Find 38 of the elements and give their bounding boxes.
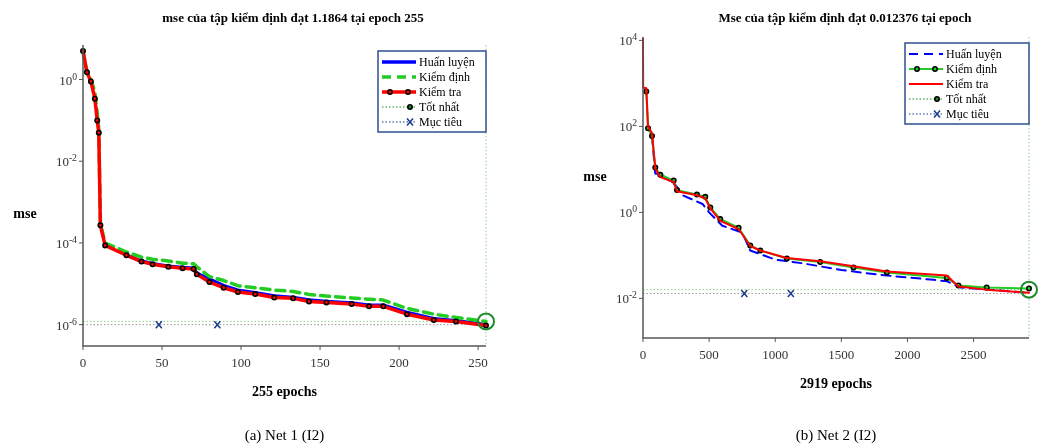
legend-label: Tốt nhất bbox=[946, 92, 987, 106]
x-tick-label: 150 bbox=[310, 355, 330, 370]
x-tick-label: 50 bbox=[155, 355, 169, 370]
y-axis-title: mse bbox=[13, 206, 37, 221]
x-tick-label: 250 bbox=[468, 355, 488, 370]
y-tick-label: 10$^{0}$ bbox=[619, 202, 638, 221]
legend-label: Tốt nhất bbox=[419, 100, 460, 114]
legend-label: Kiểm định bbox=[946, 62, 997, 76]
x-tick-label: 1500 bbox=[828, 347, 855, 362]
legend-label: Kiểm tra bbox=[946, 77, 989, 91]
x-tick-label: 2000 bbox=[894, 347, 921, 362]
x-tick-label: 2500 bbox=[960, 347, 987, 362]
x-axis-title: 255 epochs bbox=[252, 384, 318, 399]
x-tick-label: 200 bbox=[389, 355, 409, 370]
text: (a) Net 1 (I2) bbox=[244, 427, 325, 444]
x-tick-label: 1000 bbox=[762, 347, 789, 362]
chart-title: Mse của tập kiểm định đạt 0.012376 tại epoch bbox=[718, 10, 973, 25]
x-tick-label: 0 bbox=[79, 355, 87, 370]
y-axis-title: mse bbox=[583, 169, 607, 184]
legend-label: Huấn luyện bbox=[419, 55, 475, 69]
text: (b) Net 2 (I2) bbox=[795, 427, 877, 444]
legend-label: Kiểm định bbox=[419, 70, 470, 84]
y-tick-label: 10$^{-2}$ bbox=[55, 151, 78, 170]
legend-label: Huấn luyện bbox=[946, 47, 1002, 61]
x-tick-label: 100 bbox=[231, 355, 251, 370]
x-axis-title: 2919 epochs bbox=[800, 376, 873, 391]
legend-label: Mục tiêu bbox=[946, 107, 989, 121]
legend-label: Mục tiêu bbox=[419, 115, 462, 129]
y-tick-label: 10$^{-4}$ bbox=[55, 233, 78, 251]
y-tick-label: 10$^{0}$ bbox=[59, 70, 78, 88]
chart-title: mse của tập kiểm định đạt 1.1864 tại epoch 255 bbox=[162, 10, 425, 25]
legend-label: Kiểm tra bbox=[419, 85, 462, 99]
y-tick-label: 10$^{-6}$ bbox=[55, 315, 78, 333]
x-tick-label: 0 bbox=[639, 347, 647, 362]
y-tick-label: 10$^{-2}$ bbox=[615, 288, 638, 307]
y-tick-label: 10$^{2}$ bbox=[619, 116, 638, 135]
x-tick-label: 500 bbox=[699, 347, 719, 362]
y-tick-label: 10$^{4}$ bbox=[619, 30, 638, 49]
